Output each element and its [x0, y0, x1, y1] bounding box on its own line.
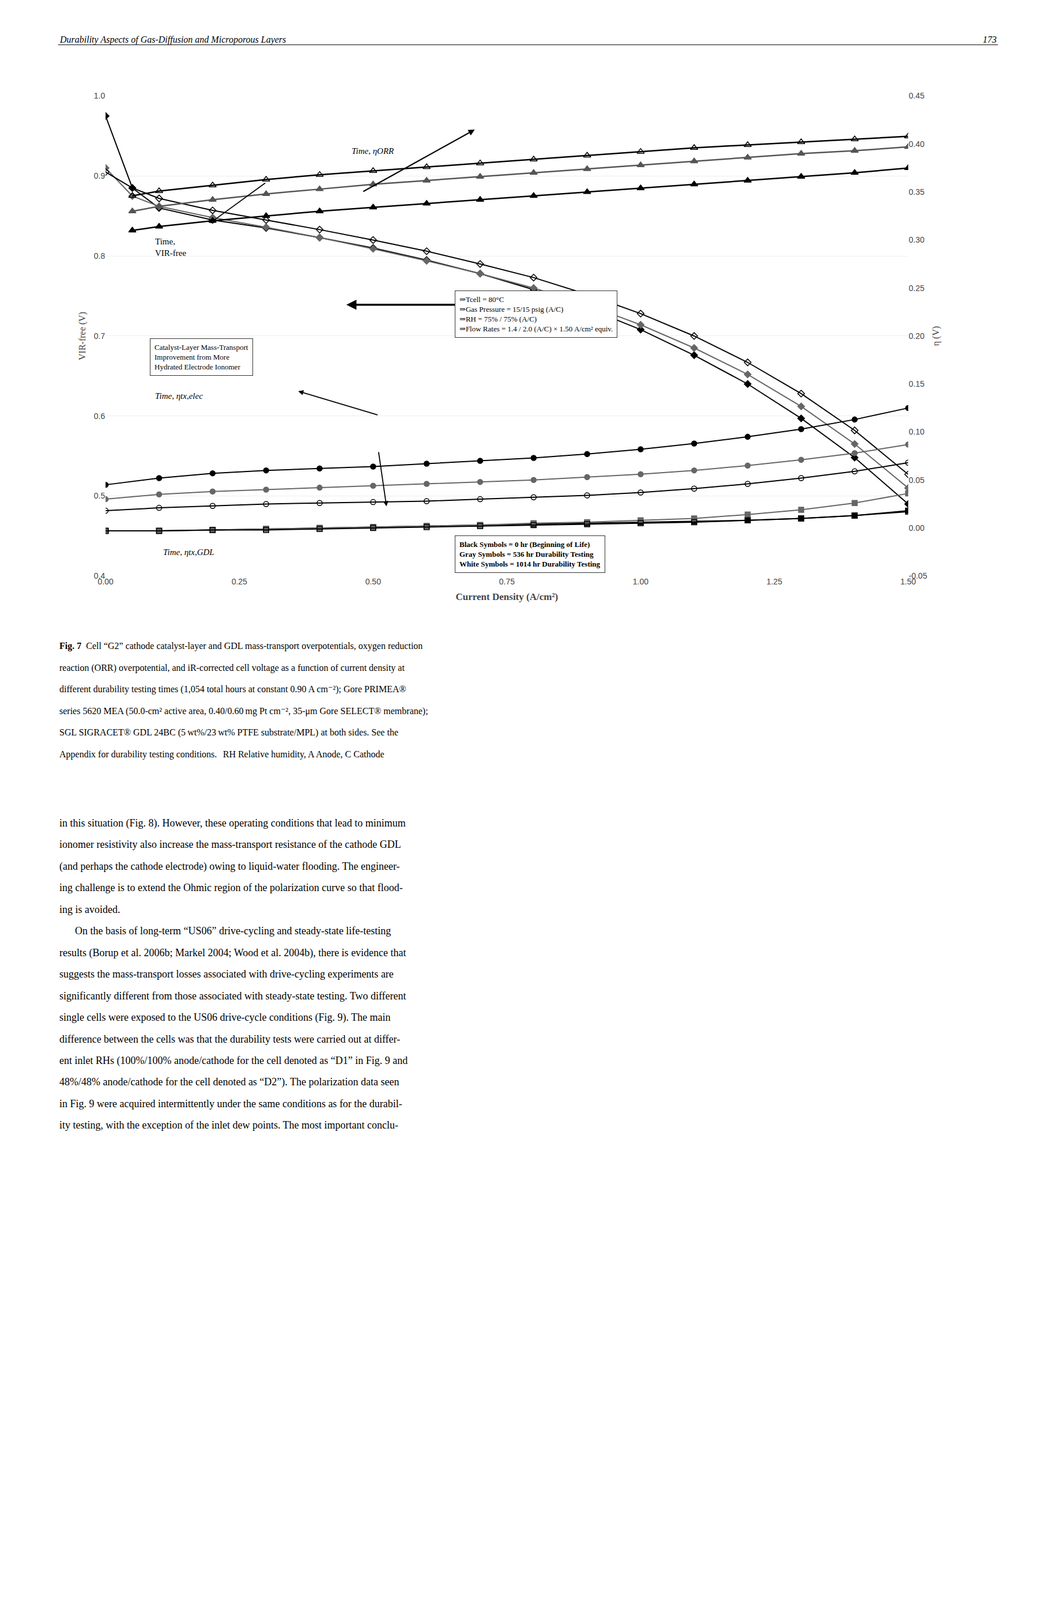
- svg-text:ionomer resistivity also incre: ionomer resistivity also increase the ma…: [59, 838, 402, 851]
- svg-text:0.4: 0.4: [93, 571, 106, 581]
- svg-text:⇒Tcell = 80°C⇒Gas Pressure = 1: ⇒Tcell = 80°C⇒Gas Pressure = 15/15 psig …: [459, 295, 613, 334]
- svg-text:On the basis of long-term “US0: On the basis of long-term “US06” drive-c…: [59, 925, 391, 937]
- svg-text:Black Symbols = 0 hr (Beginnin: Black Symbols = 0 hr (Beginning of Life)…: [459, 540, 601, 569]
- svg-text:0.05: 0.05: [909, 475, 925, 485]
- svg-text:ing is avoided.: ing is avoided.: [59, 903, 121, 916]
- svg-text:in Fig. 9 were acquired interm: in Fig. 9 were acquired intermittently u…: [59, 1098, 403, 1110]
- svg-text:ent inlet RHs (100%/100% anode: ent inlet RHs (100%/100% anode/cathode f…: [59, 1054, 408, 1067]
- svg-text:Appendix for durability testin: Appendix for durability testing conditio…: [59, 749, 385, 760]
- svg-text:1.0: 1.0: [93, 91, 106, 101]
- svg-text:48%/48% anode/cathode for the: 48%/48% anode/cathode for the cell denot…: [59, 1076, 399, 1089]
- svg-text:results (Borup et al. 2006b; M: results (Borup et al. 2006b; Markel 2004…: [59, 947, 407, 960]
- svg-text:suggests the mass-transport lo: suggests the mass-transport losses assoc…: [59, 968, 394, 980]
- svg-text:-0.05: -0.05: [909, 571, 928, 581]
- svg-text:Current Density (A/cm²): Current Density (A/cm²): [455, 591, 559, 603]
- svg-text:Time,VIR-free: Time,VIR-free: [155, 236, 187, 258]
- svg-text:0.5: 0.5: [93, 491, 106, 501]
- svg-text:η (V): η (V): [930, 326, 942, 347]
- svg-text:0.00: 0.00: [909, 523, 925, 533]
- svg-text:series 5620 MEA (50.0-cm² acti: series 5620 MEA (50.0-cm² active area, 0…: [59, 706, 429, 717]
- svg-text:0.7: 0.7: [93, 331, 106, 341]
- svg-text:different durability testing t: different durability testing times (1,05…: [59, 684, 407, 695]
- svg-text:0.25: 0.25: [909, 283, 925, 293]
- svg-text:ity testing, with the exceptio: ity testing, with the exception of the i…: [59, 1119, 399, 1131]
- svg-text:1.50: 1.50: [900, 576, 916, 587]
- svg-text:Catalyst-Layer Mass-TransportI: Catalyst-Layer Mass-TransportImprovement…: [154, 342, 249, 372]
- svg-text:0.6: 0.6: [93, 411, 106, 421]
- svg-text:significantly different from t: significantly different from those assoc…: [59, 990, 407, 1002]
- svg-text:0.15: 0.15: [909, 379, 925, 389]
- svg-text:ing challenge is to extend the: ing challenge is to extend the Ohmic reg…: [59, 881, 403, 894]
- svg-text:Time, ηtx,GDL: Time, ηtx,GDL: [163, 547, 215, 557]
- svg-text:0.75: 0.75: [499, 576, 515, 587]
- svg-text:difference between the cells w: difference between the cells was that th…: [59, 1033, 401, 1046]
- svg-text:reaction (ORR) overpotential,: reaction (ORR) overpotential, and iR-cor…: [59, 662, 405, 674]
- svg-text:0.35: 0.35: [909, 187, 925, 197]
- svg-text:single cells were exposed to t: single cells were exposed to the US06 dr…: [59, 1011, 391, 1024]
- svg-text:0.50: 0.50: [365, 576, 382, 587]
- svg-text:0.30: 0.30: [909, 235, 925, 245]
- svg-text:1.25: 1.25: [766, 576, 783, 587]
- svg-text:Time, ηtx,elec: Time, ηtx,elec: [155, 391, 203, 401]
- svg-text:Time, ηORR: Time, ηORR: [351, 146, 394, 156]
- svg-text:0.45: 0.45: [909, 91, 925, 101]
- svg-text:Durability Aspects of Gas-Diff: Durability Aspects of Gas-Diffusion and …: [59, 34, 286, 45]
- svg-text:SGL SIGRACET® GDL 24BC (5 wt%/: SGL SIGRACET® GDL 24BC (5 wt%/23 wt% PTF…: [59, 727, 399, 738]
- svg-text:1.00: 1.00: [632, 576, 649, 587]
- svg-text:0.20: 0.20: [909, 331, 925, 341]
- svg-text:0.9: 0.9: [93, 171, 106, 181]
- svg-text:0.40: 0.40: [909, 139, 925, 149]
- svg-text:0.8: 0.8: [93, 251, 106, 261]
- svg-text:0.00: 0.00: [97, 576, 114, 587]
- svg-text:173: 173: [982, 34, 997, 45]
- svg-text:(and perhaps the cathode elect: (and perhaps the cathode electrode) owin…: [59, 860, 401, 873]
- svg-text:in this situation (Fig. 8). Ho: in this situation (Fig. 8). However, the…: [59, 817, 406, 830]
- svg-text:0.10: 0.10: [909, 427, 925, 437]
- svg-text:0.25: 0.25: [231, 576, 248, 587]
- svg-text:VIR-free (V): VIR-free (V): [77, 311, 88, 361]
- svg-text:Fig. 7 Cell “G2” cathode cata: Fig. 7 Cell “G2” cathode catalyst-layer …: [59, 640, 423, 652]
